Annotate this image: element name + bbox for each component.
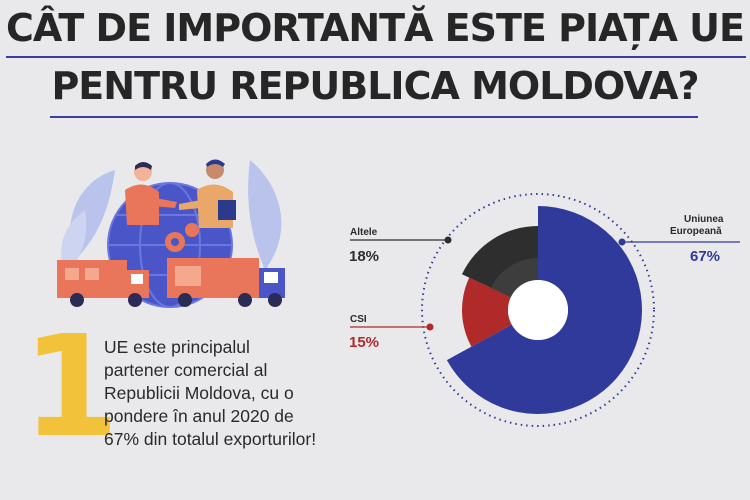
eu-connector-dot (618, 238, 626, 246)
description-line: Republicii Moldova, cu o (104, 383, 294, 403)
eu-label-line1: Uniunea (684, 214, 724, 225)
other-label: Altele (350, 227, 378, 238)
csi-connector-dot (426, 323, 434, 331)
other-connector-dot (444, 236, 452, 244)
csi-slice (462, 277, 512, 347)
big-number-one: 1 (22, 306, 120, 469)
export-share-donut-chart (350, 193, 740, 427)
csi-label: CSI (350, 314, 367, 325)
page-title-line-2: PENTRU REPUBLICA MOLDOVA? (51, 64, 699, 108)
csi-value: 15% (349, 334, 380, 351)
handshake-trade-illustration (57, 159, 285, 308)
eu-slice (446, 206, 642, 414)
description-line: pondere în anul 2020 de (104, 406, 294, 426)
title-underline-2 (50, 116, 698, 118)
description-line: UE este principalul (104, 337, 250, 357)
description-text: UE este principalul partener comercial a… (104, 336, 354, 451)
eu-label-line2: Europeană (670, 226, 722, 237)
description-line: 67% din totalul exporturilor! (104, 429, 317, 449)
title-underline-1 (6, 56, 746, 58)
description-line: partener comercial al (104, 360, 268, 380)
chart-dotted-ring (421, 193, 655, 427)
page-title-line-1: CÂT DE IMPORTANTĂ ESTE PIAȚA UE (6, 6, 745, 50)
eu-value: 67% (690, 248, 721, 265)
other-value: 18% (349, 248, 380, 265)
chart-center-hole (508, 280, 568, 340)
other-slice-inner-shade (490, 258, 538, 298)
